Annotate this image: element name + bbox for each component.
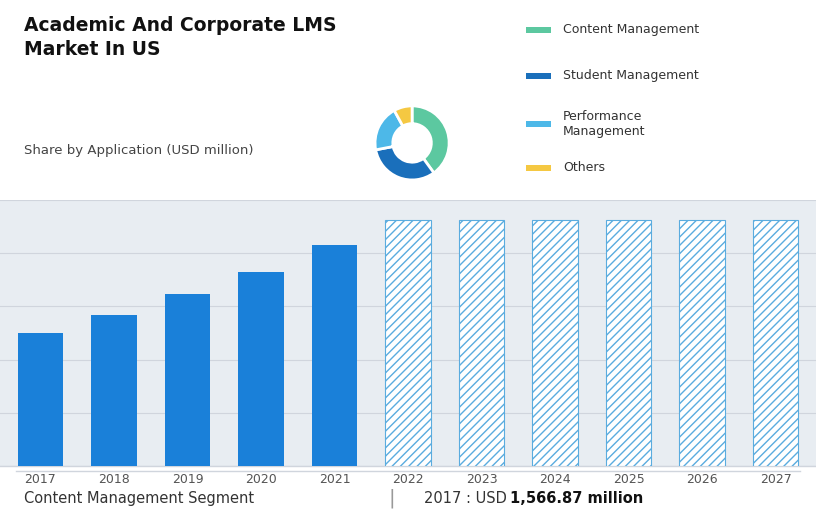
Bar bbox=[385, 220, 431, 466]
Bar bbox=[459, 220, 504, 466]
Bar bbox=[238, 272, 284, 466]
Bar bbox=[18, 333, 63, 466]
Bar bbox=[312, 245, 357, 466]
Text: Student Management: Student Management bbox=[563, 69, 698, 82]
Bar bbox=[165, 295, 211, 466]
Bar bbox=[91, 315, 137, 466]
Wedge shape bbox=[375, 147, 434, 180]
FancyBboxPatch shape bbox=[526, 73, 551, 79]
Bar bbox=[605, 220, 651, 466]
FancyBboxPatch shape bbox=[526, 27, 551, 33]
Bar bbox=[679, 220, 725, 466]
Text: Content Management Segment: Content Management Segment bbox=[24, 491, 255, 506]
Wedge shape bbox=[375, 110, 403, 150]
Text: Content Management: Content Management bbox=[563, 23, 699, 36]
FancyBboxPatch shape bbox=[526, 121, 551, 127]
Text: Others: Others bbox=[563, 162, 605, 174]
Wedge shape bbox=[394, 106, 412, 126]
Text: Share by Application (USD million): Share by Application (USD million) bbox=[24, 144, 254, 157]
Text: Performance
Management: Performance Management bbox=[563, 110, 645, 138]
Text: 1,566.87 million: 1,566.87 million bbox=[510, 491, 643, 506]
FancyBboxPatch shape bbox=[526, 165, 551, 171]
Wedge shape bbox=[412, 106, 449, 173]
Text: 2017 : USD: 2017 : USD bbox=[424, 491, 512, 506]
Text: Academic And Corporate LMS
Market In US: Academic And Corporate LMS Market In US bbox=[24, 16, 337, 59]
Text: |: | bbox=[388, 488, 395, 508]
Bar bbox=[532, 220, 578, 466]
Bar bbox=[753, 220, 798, 466]
